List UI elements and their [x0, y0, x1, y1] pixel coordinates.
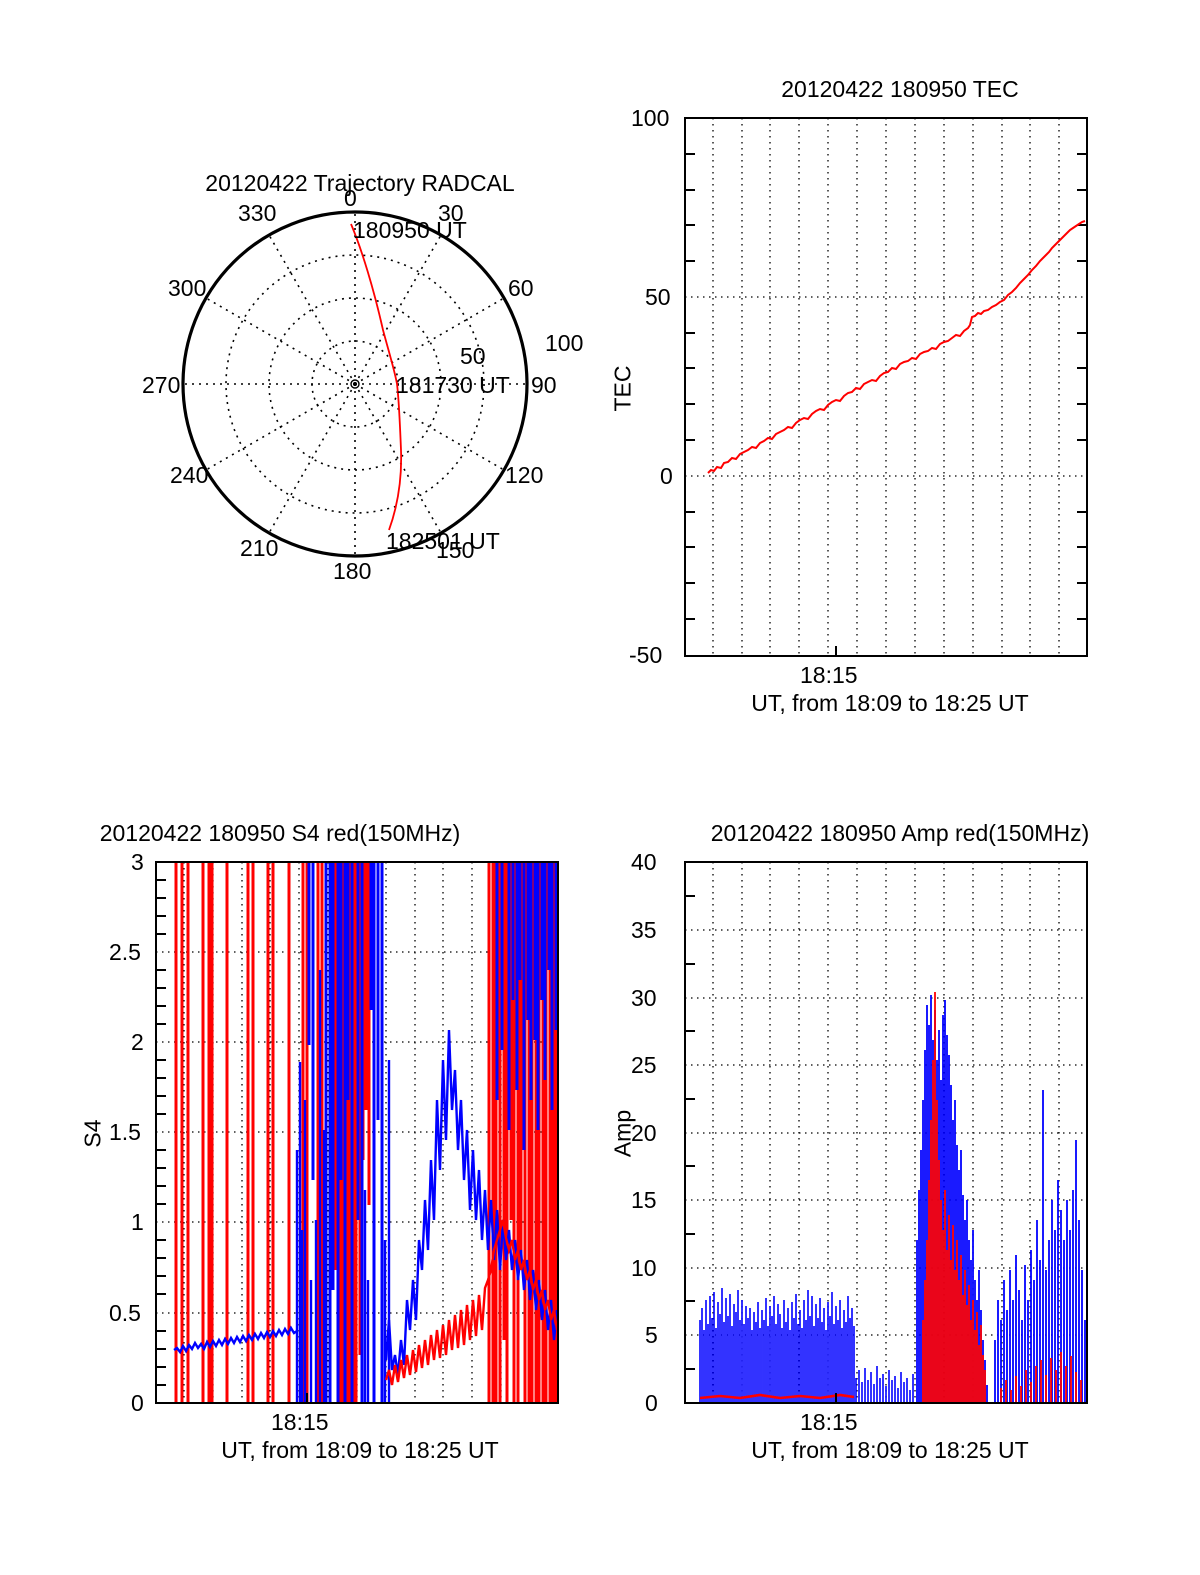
polar-tick-210: 210 [240, 535, 279, 561]
polar-tick-300: 300 [168, 275, 207, 301]
s4-ytick-2_5: 2.5 [109, 939, 141, 965]
polar-tick-120: 120 [505, 462, 544, 488]
polar-tick-270: 270 [142, 372, 181, 398]
amp-ytick-25: 25 [631, 1052, 657, 1078]
polar-tick-30: 30 [438, 200, 464, 226]
amp-trace-blue-low [855, 1366, 914, 1403]
tec-xlabel: UT, from 18:09 to 18:25 UT [751, 690, 1029, 716]
trajectory-plot [181, 210, 529, 558]
amp-trace-red-baseline [699, 1393, 855, 1400]
amp-xtick-1815: 18:15 [800, 1409, 858, 1435]
trajectory-title: 20120422 Trajectory RADCAL [205, 170, 515, 196]
s4-trace-blue-spikes [295, 970, 391, 1403]
s4-ytick-0: 0 [131, 1390, 144, 1416]
s4-ytick-1: 1 [131, 1209, 144, 1235]
polar-tick-180: 180 [333, 558, 372, 584]
polar-tick-90: 90 [531, 372, 557, 398]
tec-ytick-0: 0 [660, 463, 673, 489]
tec-ytick-100: 100 [631, 105, 670, 131]
s4-ytick-1_5: 1.5 [109, 1119, 141, 1145]
s4-trace-blue-baseline [173, 1325, 298, 1355]
amp-ytick-10: 10 [631, 1255, 657, 1281]
tec-trace-red [707, 220, 1086, 474]
tec-vertical-gridlines [712, 118, 1060, 656]
amp-plot [684, 861, 1088, 1404]
tec-title: 20120422 180950 TEC [781, 76, 1019, 102]
amp-data-group [699, 992, 1087, 1403]
tec-panel: 20120422 180950 TEC [600, 0, 1200, 720]
polar-tick-60: 60 [508, 275, 534, 301]
polar-tick-240: 240 [170, 462, 209, 488]
amp-trace-red-burst [922, 992, 986, 1403]
s4-ytick-2: 2 [131, 1029, 144, 1055]
polar-tick-330: 330 [238, 200, 277, 226]
amp-trace-blue-block2 [994, 1090, 1086, 1403]
s4-title: 20120422 180950 S4 red(150MHz) [99, 820, 461, 846]
amp-ytick-30: 30 [631, 985, 657, 1011]
amp-ylabel: Amp [609, 1109, 636, 1158]
polar-tick-0: 0 [344, 185, 357, 211]
amp-trace-red-bumps [1000, 1352, 1082, 1403]
tec-ytick-50: 50 [645, 284, 671, 310]
amp-ytick-15: 15 [631, 1187, 657, 1213]
trajectory-annotation-mid: 181730 UT [396, 372, 510, 398]
polar-center-marker [350, 379, 360, 389]
amp-ytick-0: 0 [645, 1390, 658, 1416]
s4-ytick-3: 3 [131, 849, 144, 875]
s4-xlabel: UT, from 18:09 to 18:25 UT [221, 1437, 499, 1463]
amp-ytick-5: 5 [645, 1322, 658, 1348]
s4-trace-blue-recovery [384, 1029, 558, 1376]
tec-horizontal-gridlines [685, 296, 1087, 477]
s4-trace-red-quiet [384, 1219, 558, 1386]
trajectory-panel: 20120422 Trajectory RADCAL 0 30 60 [0, 0, 600, 640]
polar-spokes [183, 212, 527, 556]
amp-ytick-35: 35 [631, 917, 657, 943]
s4-data-group [173, 862, 558, 1403]
amp-title: 20120422 180950 Amp red(150MHz) [710, 820, 1090, 846]
s4-plot [155, 861, 559, 1404]
s4-ylabel: S4 [79, 1119, 106, 1148]
tec-ytick-minus50: -50 [629, 642, 663, 668]
polar-tick-150: 150 [436, 537, 475, 563]
tec-ylabel: TEC [609, 365, 636, 412]
trajectory-track [350, 223, 403, 531]
polar-outer-circle [181, 210, 529, 558]
tec-y-minor-ticks [685, 153, 1087, 620]
s4-xtick-1815: 18:15 [271, 1409, 329, 1435]
trajectory-annotation-end: 182501 UT [386, 528, 500, 554]
trajectory-annotation-start: 180950 UT [353, 217, 467, 243]
s4-y-minor-ticks [156, 879, 166, 1386]
amp-xlabel: UT, from 18:09 to 18:25 UT [751, 1437, 1029, 1463]
amp-ytick-40: 40 [631, 849, 657, 875]
polar-radial-label-100: 100 [545, 330, 584, 356]
amp-y-minor-ticks [685, 895, 695, 1370]
tec-xtick-1815: 18:15 [800, 662, 858, 688]
s4-axes-frame [155, 861, 559, 1404]
amp-trace-blue-block1 [699, 1288, 855, 1403]
s4-ytick-0_5: 0.5 [109, 1300, 141, 1326]
polar-radial-label-50: 50 [460, 343, 486, 369]
tec-plot [684, 117, 1088, 657]
amp-panel: 20120422 180950 Amp red(150MHz) [600, 800, 1200, 1500]
amp-ytick-20: 20 [631, 1120, 657, 1146]
amp-axes-frame [684, 861, 1088, 1404]
s4-trace-blue-saturated [307, 862, 558, 1403]
s4-panel: 20120422 180950 S4 red(150MHz) [0, 800, 600, 1500]
polar-ring-75 [225, 254, 485, 514]
